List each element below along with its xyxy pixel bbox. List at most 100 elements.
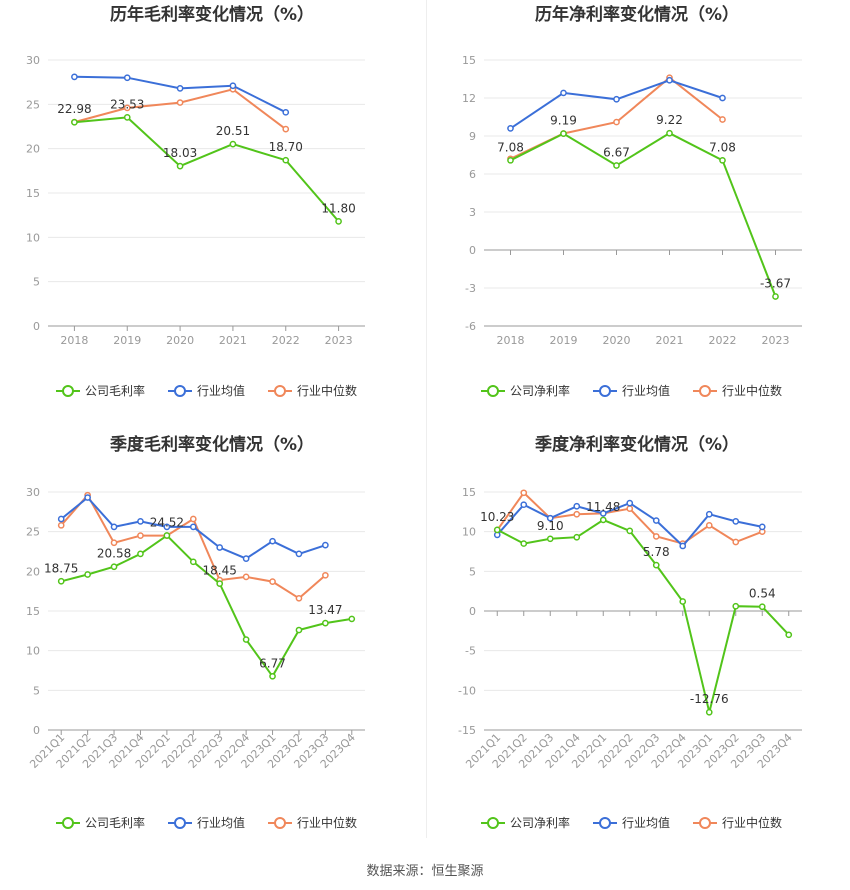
data-point-company: [560, 130, 567, 137]
data-point-avg: [84, 494, 91, 501]
x-tick-label: 2022: [272, 334, 300, 347]
data-label: 6.67: [603, 146, 630, 160]
data-point-company: [57, 577, 65, 585]
chart-svg: 历年净利率变化情况（%） -6 -3 0 3 6 9 12 15 2018 2019 2020 2021…: [462, 4, 802, 398]
legend-label: 行业均值: [622, 815, 670, 830]
data-point-median: [322, 571, 329, 579]
y-tick-label: 15: [26, 187, 40, 200]
x-tick-label: 2020: [603, 334, 631, 347]
data-label: 0.54: [749, 587, 776, 601]
data-point-company: [269, 672, 276, 680]
y-tick-label: 6: [469, 168, 476, 181]
data-point-company: [626, 527, 634, 535]
x-tick-label: 2018: [497, 334, 525, 347]
legend-swatch-marker: [487, 385, 499, 397]
data-point-company: [137, 550, 144, 558]
data-label: 11.48: [586, 500, 620, 514]
chart-quarterly-net-margin: 季度净利率变化情况（%） -15 -10 -5 0 5 10 15 2021Q1 2021Q2 20…: [425, 430, 850, 860]
data-point-avg: [732, 518, 740, 525]
legend-swatch-marker: [174, 385, 186, 397]
data-point-company: [123, 114, 131, 121]
legend-label: 行业中位数: [297, 815, 357, 830]
legend-label: 公司毛利率: [85, 815, 145, 830]
data-point-avg: [626, 499, 634, 507]
data-point-company: [71, 118, 78, 126]
data-point-median: [573, 510, 581, 518]
data-point-avg: [229, 82, 237, 90]
data-point-median: [189, 515, 197, 523]
data-label: 22.98: [57, 102, 91, 116]
data-point-avg: [719, 94, 726, 102]
chart-title: 季度净利率变化情况（%）: [535, 434, 739, 455]
chart-svg: 历年毛利率变化情况（%） 0 5 10 15 20 25 30 2018 2019 2020 2021…: [26, 4, 365, 398]
data-label: 18.70: [269, 140, 303, 154]
legend-label: 公司净利率: [510, 815, 570, 830]
data-point-median: [269, 578, 276, 585]
data-point-median: [282, 125, 290, 133]
y-tick-label: -15: [458, 724, 476, 737]
y-tick-label: 5: [469, 565, 476, 578]
data-point-company: [322, 619, 329, 627]
y-tick-label: 10: [26, 645, 40, 658]
data-point-avg: [123, 74, 131, 82]
x-tick-label: 2023: [762, 334, 790, 347]
data-label: 6.77: [259, 656, 286, 670]
data-point-avg: [666, 76, 673, 84]
data-point-company: [732, 602, 740, 610]
data-label: 23.53: [110, 97, 144, 111]
y-tick-label: -10: [458, 684, 476, 697]
data-label: 18.03: [163, 146, 197, 160]
data-point-company: [229, 140, 237, 148]
data-point-company: [613, 162, 620, 169]
data-point-avg: [176, 85, 184, 92]
data-point-avg: [282, 108, 290, 116]
y-tick-label: 15: [462, 54, 476, 67]
legend-label: 行业均值: [622, 383, 670, 398]
data-point-avg: [546, 514, 554, 522]
legend-label: 行业中位数: [722, 815, 782, 830]
data-point-company: [666, 129, 673, 137]
legend-swatch-marker: [274, 817, 286, 829]
data-point-avg: [705, 510, 713, 518]
y-tick-label: 30: [26, 54, 40, 67]
data-label: 20.58: [97, 547, 131, 561]
data-point-median: [176, 99, 184, 106]
data-point-company: [705, 708, 713, 716]
y-tick-label: 12: [462, 92, 476, 105]
data-label: -12.76: [690, 692, 729, 706]
data-point-median: [705, 521, 713, 529]
data-point-avg: [163, 523, 171, 531]
data-point-company: [216, 580, 224, 587]
data-label: 9.19: [550, 114, 577, 128]
data-point-avg: [295, 550, 303, 558]
x-tick-label: 2021: [656, 334, 684, 347]
data-label: 11.80: [321, 201, 355, 215]
data-point-median: [719, 116, 726, 123]
data-point-company: [599, 516, 607, 524]
data-label: 10.23: [480, 510, 514, 524]
data-point-avg: [216, 544, 224, 551]
series-line-company: [510, 132, 777, 297]
data-label: 24.52: [150, 515, 184, 529]
x-tick-label: 2023: [325, 334, 353, 347]
data-point-median: [57, 521, 65, 529]
legend-label: 行业中位数: [297, 383, 357, 398]
data-label: 20.51: [216, 124, 250, 138]
data-point-median: [123, 104, 131, 112]
data-label: 7.08: [497, 140, 524, 154]
legend-label: 行业中位数: [722, 383, 782, 398]
data-point-company: [507, 156, 514, 164]
data-label: 5.78: [643, 545, 670, 559]
y-tick-label: 20: [26, 565, 40, 578]
legend-label: 行业均值: [197, 383, 245, 398]
chart-quarterly-gross-margin: 季度毛利率变化情况（%） 0 5 10 15 20 25 30 2021Q1 2021Q2 2021…: [0, 430, 425, 860]
chart-annual-net-margin: 历年净利率变化情况（%） -6 -3 0 3 6 9 12 15 2018 2019 2020 2021…: [425, 0, 850, 430]
data-point-avg: [507, 125, 514, 132]
x-tick-label: 2018: [60, 334, 88, 347]
data-label: 18.75: [44, 561, 78, 575]
chart-svg: 季度毛利率变化情况（%）0510152025302021Q12021Q22021…: [26, 434, 365, 830]
data-point-median: [295, 594, 303, 602]
y-tick-label: 5: [33, 276, 40, 289]
data-point-avg: [560, 89, 567, 97]
data-point-company: [679, 598, 687, 605]
